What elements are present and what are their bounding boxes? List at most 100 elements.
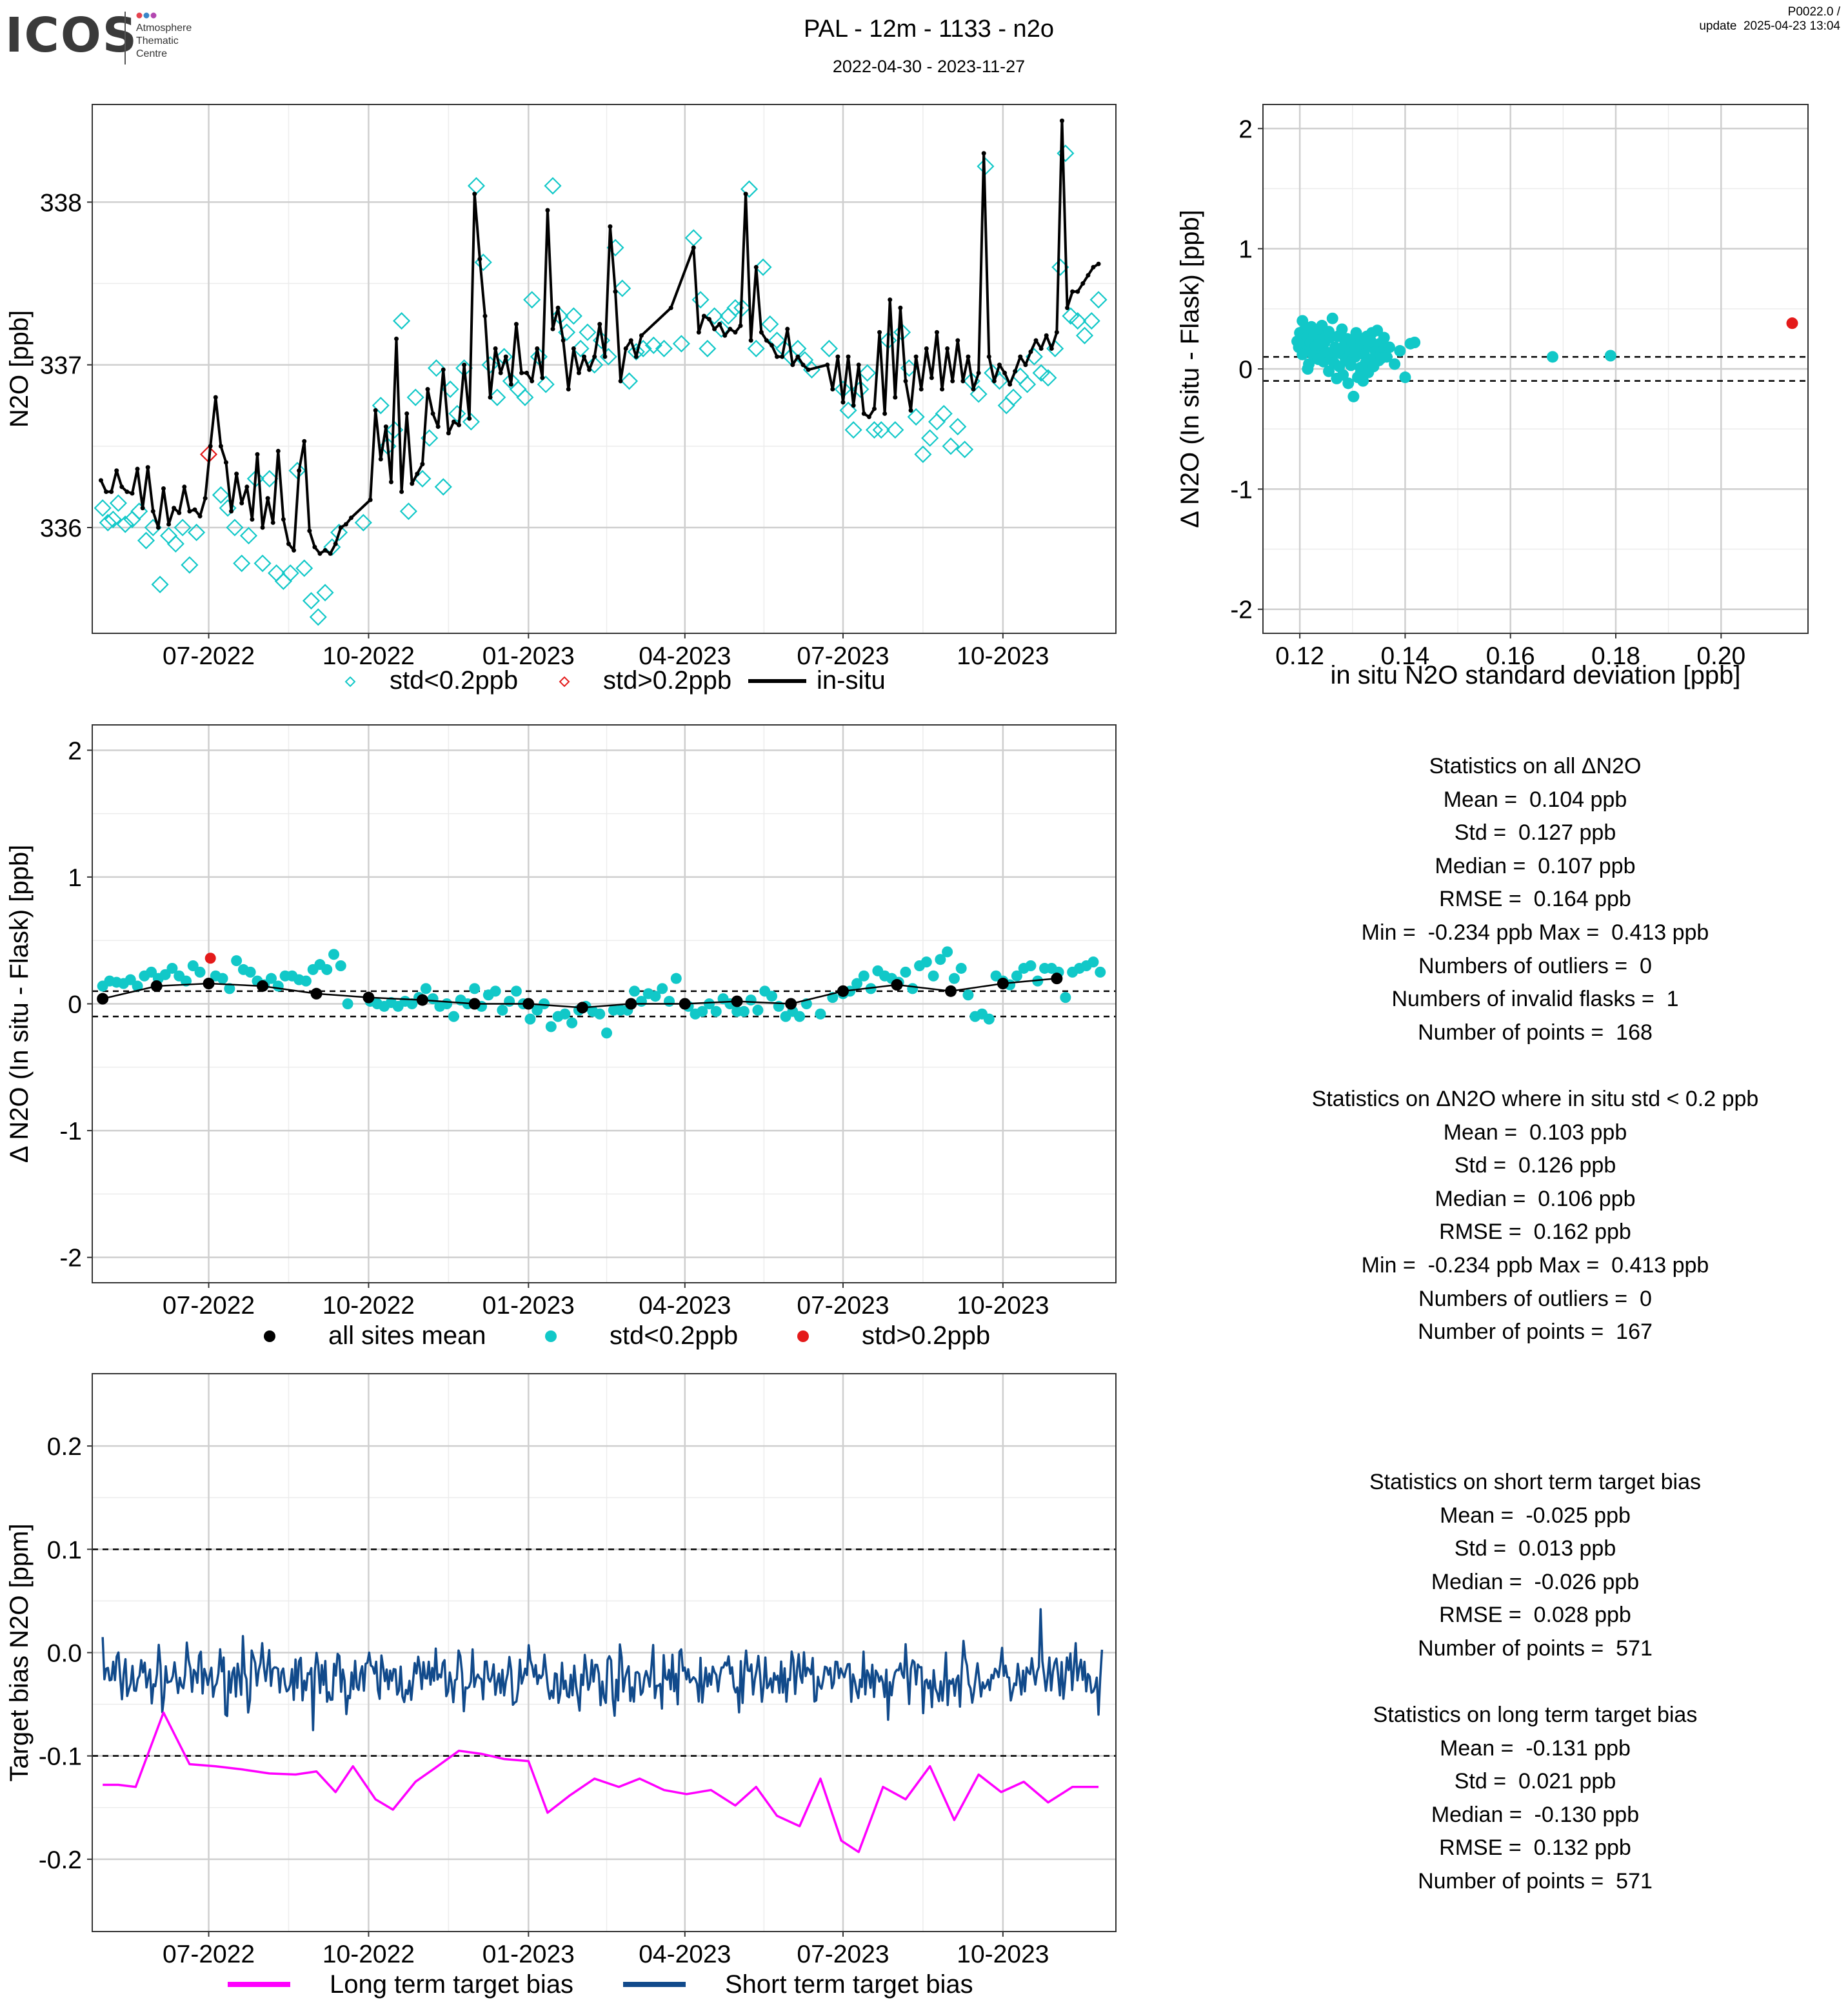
flask-ok-point <box>104 510 122 528</box>
flask-ok-point <box>372 397 390 415</box>
delta-point-ok <box>559 1008 571 1020</box>
flask-ok-point <box>1075 326 1094 344</box>
flask-ok-point <box>226 519 244 537</box>
x-tick-label: 10-2023 <box>957 1292 1049 1320</box>
insitu-point <box>1013 369 1018 374</box>
delta-point-ok <box>539 998 550 1009</box>
insitu-point <box>976 370 981 375</box>
logo-dots-icon <box>136 12 157 19</box>
y-tick-label: -0.1 <box>39 1743 82 1771</box>
y-axis-label: Δ N2O (In situ - Flask) [ppb] <box>5 845 34 1163</box>
delta-point-ok <box>752 1004 764 1016</box>
delta-point-ok <box>858 970 869 982</box>
insitu-point <box>555 305 561 310</box>
insitu-point <box>571 346 576 351</box>
insitu-point <box>239 500 244 506</box>
x-tick-label: 07-2022 <box>163 1292 255 1320</box>
version-info: P0022.0 / update 2025-04-23 13:04 <box>1699 5 1840 33</box>
insitu-point <box>1023 362 1028 368</box>
insitu-point <box>172 506 177 511</box>
delta-point-ok <box>194 966 206 978</box>
stats-rmse: RMSE = 0.162 ppb <box>1439 1220 1631 1245</box>
plot-border <box>92 724 1117 1283</box>
insitu-point <box>871 406 877 411</box>
insitu-point <box>877 330 882 335</box>
legend-label: std<0.2ppb <box>390 666 518 695</box>
insitu-point <box>394 336 399 341</box>
x-tick-label: 0.14 <box>1380 642 1429 670</box>
legend-key-flask-ok <box>344 676 356 687</box>
delta-point-ok <box>1378 331 1390 344</box>
insitu-point <box>924 346 929 351</box>
stats-std: Std = 0.126 ppb <box>1454 1153 1616 1178</box>
insitu-point <box>297 468 302 473</box>
insitu-point <box>587 367 592 372</box>
delta-point-ok <box>983 1013 995 1025</box>
mean-point <box>1051 973 1063 985</box>
flask-ok-point <box>655 339 673 358</box>
insitu-point <box>1054 330 1059 335</box>
plot-border <box>92 104 1117 634</box>
insitu-point <box>1049 346 1054 351</box>
y-axis-label: N2O [ppb] <box>5 310 34 428</box>
flask-ok-point <box>672 335 690 353</box>
delta-point-ok <box>1336 323 1348 335</box>
insitu-point <box>966 354 971 359</box>
stats-points: Number of points = 571 <box>1418 1868 1653 1893</box>
insitu-point <box>98 478 103 483</box>
insitu-point <box>166 522 172 527</box>
insitu-point <box>748 338 753 343</box>
mean-point <box>203 978 215 990</box>
delta-point-ok <box>664 996 675 1007</box>
delta-point-ok <box>497 1004 508 1016</box>
flask-ok-point <box>969 385 988 403</box>
insitu-point <box>333 541 338 546</box>
flask-ok-point <box>907 408 925 426</box>
insitu-point <box>255 451 260 457</box>
delta-point-ok <box>766 991 778 1002</box>
stats-minmax: Min = -0.234 ppb Max = 0.413 ppb <box>1361 1252 1709 1278</box>
insitu-point <box>908 408 913 413</box>
stats-mean: Mean = 0.104 ppb <box>1443 787 1627 812</box>
delta-point-ok <box>1399 371 1411 384</box>
insitu-point <box>457 422 462 428</box>
insitu-point <box>893 395 898 400</box>
delta-point-ok <box>942 946 953 958</box>
delta-point-ok <box>328 949 340 960</box>
delta-point-ok <box>745 994 757 1006</box>
delta-point-ok <box>1095 966 1106 978</box>
delta-point-ok <box>469 983 481 994</box>
insitu-point <box>1044 333 1049 338</box>
delta-point-ok <box>594 1008 606 1020</box>
flask-ok-point <box>137 531 155 549</box>
insitu-point <box>430 411 435 416</box>
plot-border <box>1262 104 1809 634</box>
legend-label: in-situ <box>817 666 886 695</box>
x-tick-label: 01-2023 <box>482 1941 575 1968</box>
insitu-point <box>882 411 888 416</box>
delta-point-ok <box>1011 970 1022 982</box>
data-layer <box>97 946 1106 1039</box>
insitu-point <box>1091 264 1096 270</box>
insitu-point <box>728 326 733 331</box>
flask-ok-point <box>942 437 960 455</box>
logo-dot-red <box>136 12 143 19</box>
plot-border <box>92 1373 1117 1932</box>
insitu-point <box>743 192 748 197</box>
flask-ok-point <box>949 418 967 436</box>
delta-point-ok <box>1088 956 1099 968</box>
mean-point <box>731 995 743 1007</box>
delta-point-bad <box>204 953 216 964</box>
y-axis-label: Δ N2O (In situ - Flask) [ppb] <box>1176 210 1204 528</box>
insitu-point <box>145 465 150 470</box>
flask-ok-point <box>1069 312 1087 330</box>
x-tick-label: 07-2023 <box>797 1941 889 1968</box>
insitu-point <box>192 507 197 512</box>
delta-point-ok <box>406 998 418 1009</box>
x-tick-label: 0.18 <box>1591 642 1640 670</box>
insitu-point <box>775 354 780 359</box>
delta-point-ok <box>697 1005 708 1017</box>
insitu-point <box>410 481 415 486</box>
insitu-point <box>265 496 270 501</box>
delta-point-ok <box>657 983 668 994</box>
